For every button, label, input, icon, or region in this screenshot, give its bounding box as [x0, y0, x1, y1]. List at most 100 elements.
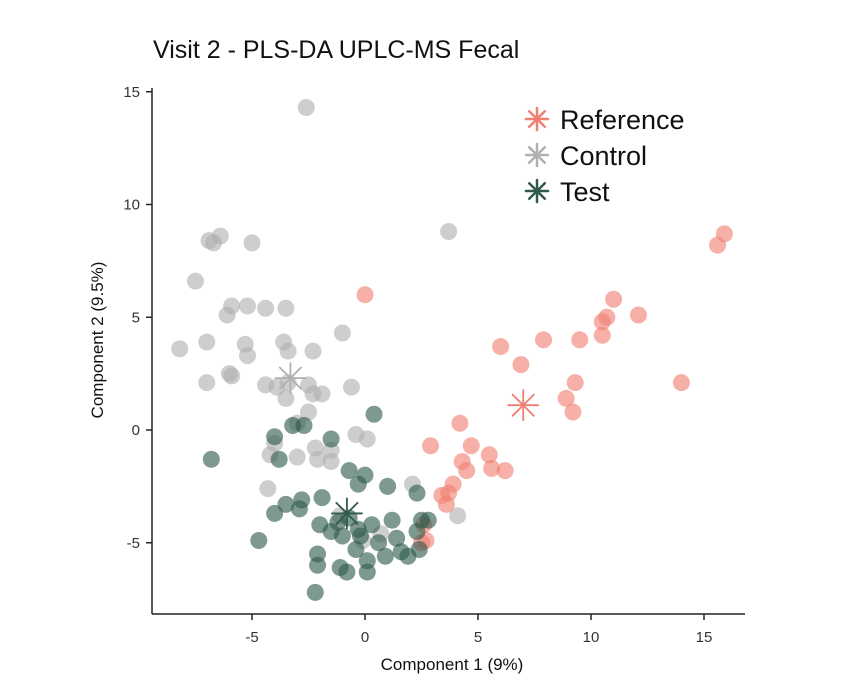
reference-point [451, 414, 469, 432]
legend-control-marker [524, 142, 550, 168]
reference-point [512, 356, 530, 374]
test-point [408, 484, 426, 502]
control-point [322, 453, 340, 471]
control-point [342, 378, 360, 396]
test-point [351, 527, 369, 545]
x-axis-title: Component 1 (9%) [381, 655, 524, 674]
control-point [259, 480, 277, 498]
x-tick-label: 5 [474, 629, 482, 646]
test-point [349, 475, 367, 493]
test-point [250, 531, 268, 549]
test-centroid-marker [331, 497, 363, 530]
control-point [288, 448, 306, 466]
control-point [218, 306, 236, 324]
y-tick-label: -5 [127, 535, 140, 552]
reference-point [535, 331, 553, 349]
reference-point [483, 459, 501, 477]
reference-point [566, 374, 584, 392]
x-tick-label: -5 [245, 629, 258, 646]
legend-control-label: Control [560, 141, 647, 171]
test-point [333, 527, 351, 545]
reference-point [437, 495, 455, 513]
y-axis: -5 0 5 10 15 [123, 84, 152, 552]
reference-point [605, 290, 623, 308]
control-point [171, 340, 189, 358]
legend-reference-label: Reference [560, 105, 685, 135]
legend: Reference Control Test [524, 105, 685, 207]
y-tick-label: 15 [123, 84, 140, 101]
test-point [313, 489, 331, 507]
reference-point [462, 437, 480, 455]
test-point [322, 430, 340, 448]
y-tick-label: 10 [123, 197, 140, 214]
x-axis: -5 0 5 10 15 [245, 614, 712, 646]
control-centroid-marker [274, 362, 307, 395]
test-point [347, 541, 365, 559]
test-point [340, 462, 358, 480]
control-point [279, 342, 297, 360]
control-point [198, 374, 216, 392]
control-point [277, 299, 295, 317]
reference-point [672, 374, 690, 392]
control-point [205, 234, 223, 252]
control-point [243, 234, 261, 252]
reference-point [593, 313, 611, 331]
reference-point [458, 462, 476, 480]
x-tick-label: 0 [361, 629, 369, 646]
centroids [274, 362, 540, 530]
reference-point [593, 326, 611, 344]
test-point [419, 511, 437, 529]
y-tick-label: 5 [132, 309, 140, 326]
test-point [408, 522, 426, 540]
test-point [295, 416, 313, 434]
chart-title: Visit 2 - PLS-DA UPLC-MS Fecal [153, 36, 520, 64]
reference-point [422, 437, 440, 455]
y-axis-title: Component 2 (9.5%) [88, 262, 107, 419]
reference-point [557, 389, 575, 407]
reference-point [629, 306, 647, 324]
control-point [238, 297, 256, 315]
reference-point [496, 462, 514, 480]
control-point [187, 272, 204, 290]
test-point [266, 428, 284, 446]
legend-test-marker [524, 178, 550, 204]
reference-point [564, 403, 582, 421]
test-point [270, 450, 288, 468]
test-point [309, 556, 327, 574]
legend-test-label: Test [560, 177, 610, 207]
test-point [370, 534, 388, 552]
test-point [358, 563, 376, 581]
y-tick-label: 0 [132, 422, 140, 439]
test-point [306, 583, 324, 601]
control-point [257, 299, 275, 317]
control-point [198, 333, 216, 351]
x-tick-label: 10 [583, 629, 600, 646]
test-point [363, 516, 381, 534]
control-point [300, 403, 317, 421]
reference-point [571, 331, 589, 349]
test-point [266, 504, 284, 522]
reference-centroid-marker [507, 389, 540, 422]
control-point [313, 385, 331, 403]
control-point [333, 324, 351, 342]
test-point [338, 563, 356, 581]
control-point [309, 450, 327, 468]
test-point [379, 477, 397, 495]
control-point [297, 99, 315, 117]
test-point [290, 500, 308, 518]
control-point [238, 347, 256, 365]
test-point [399, 547, 417, 565]
control-point [449, 507, 467, 525]
test-point [365, 405, 383, 423]
control-point [304, 342, 322, 360]
reference-point [480, 446, 498, 464]
control-point [223, 367, 241, 385]
test-point [277, 495, 295, 513]
test-point [383, 511, 401, 529]
reference-point [492, 338, 510, 356]
test-point [202, 450, 220, 468]
test-point [376, 547, 394, 565]
control-point [358, 430, 376, 448]
test-point [388, 529, 406, 547]
